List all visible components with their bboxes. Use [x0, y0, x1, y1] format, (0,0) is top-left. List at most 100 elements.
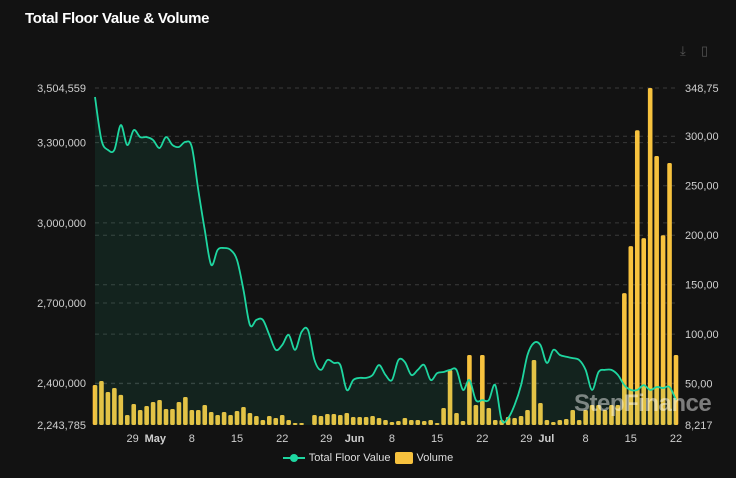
volume-bar [492, 419, 498, 425]
x-tick-label: 8 [189, 433, 195, 445]
volume-bar [383, 419, 388, 425]
right-tick-label: 150,00 [685, 280, 719, 292]
x-tick-label: Jul [538, 433, 554, 445]
volume-bar [615, 405, 621, 425]
volume-bar [254, 416, 259, 425]
volume-bar [137, 409, 143, 425]
volume-bar [544, 419, 550, 425]
volume-bar [570, 409, 576, 425]
right-tick-label: 8,217 [685, 420, 713, 432]
right-tick-label: 200,00 [685, 230, 719, 242]
floor-value-area [95, 96, 676, 426]
volume-bar [376, 417, 382, 425]
volume-bar [124, 415, 130, 425]
volume-bar [583, 409, 588, 425]
left-tick-label: 3,000,000 [37, 218, 86, 230]
volume-bar [654, 156, 659, 425]
x-tick-label: 15 [431, 433, 443, 445]
volume-bar [602, 409, 608, 425]
x-tick-label: 15 [625, 433, 637, 445]
volume-bar [299, 423, 304, 425]
x-tick-label: 22 [276, 433, 288, 445]
floor-value-line [94, 96, 677, 424]
volume-bar [525, 409, 530, 425]
left-tick-label: 3,300,000 [37, 138, 86, 150]
volume-bar [228, 415, 233, 425]
volume-bar [551, 422, 556, 425]
volume-bar [286, 419, 291, 425]
volume-bar [221, 412, 227, 425]
volume-bar [460, 420, 466, 425]
volume-bar [531, 359, 537, 425]
legend-label: Total Floor Value [308, 452, 391, 464]
right-tick-label: 348,75 [685, 83, 719, 95]
volume-bar [202, 405, 208, 425]
volume-bar [647, 88, 653, 425]
volume-bar [163, 408, 169, 425]
volume-bar [589, 405, 595, 425]
volume-bar [667, 162, 672, 425]
x-tick-label: 22 [670, 433, 682, 445]
volume-bar [144, 406, 149, 425]
volume-bar [421, 420, 427, 425]
volume-bar [183, 397, 188, 425]
volume-bar [434, 423, 440, 425]
volume-bar [344, 413, 350, 425]
volume-bar [92, 385, 98, 425]
volume-bar [215, 415, 220, 425]
volume-bar [538, 403, 543, 425]
x-tick-label: 22 [476, 433, 488, 445]
legend-volume[interactable]: Volume [394, 452, 453, 464]
volume-bar [331, 414, 337, 425]
x-tick-label: Jun [345, 433, 365, 445]
volume-bar [267, 416, 272, 425]
legend-floor-value[interactable]: Total Floor Value [282, 452, 391, 464]
chart-title: Total Floor Value & Volume [25, 10, 210, 27]
x-tick-label: 15 [231, 433, 243, 445]
volume-bar [486, 407, 492, 425]
volume-bar [518, 416, 524, 425]
volume-bar [189, 409, 195, 425]
x-tick-label: 29 [320, 433, 332, 445]
volume-bar [131, 404, 137, 425]
volume-bar [176, 402, 182, 425]
volume-bar [409, 419, 414, 425]
volume-bar [628, 246, 634, 425]
volume-bar [389, 422, 395, 425]
volume-bar [112, 388, 117, 425]
volume-bar [170, 408, 175, 425]
volume-bar [338, 415, 343, 425]
left-tick-label: 2,400,000 [37, 378, 86, 390]
volume-bar [234, 410, 240, 425]
right-tick-label: 100,00 [685, 329, 719, 341]
volume-bar [673, 355, 679, 425]
volume-bar [105, 391, 111, 425]
volume-bar [480, 355, 485, 425]
volume-bar [279, 415, 285, 425]
volume-bar [195, 409, 201, 425]
volume-bar [660, 235, 666, 425]
watermark: StepFinance [574, 390, 712, 417]
volume-bar [622, 293, 627, 425]
volume-bar [208, 412, 214, 425]
right-tick-label: 250,00 [685, 181, 719, 193]
volume-bar [473, 405, 479, 425]
volume-bar [260, 419, 266, 425]
volume-bar [641, 238, 647, 425]
volume-bar [312, 415, 317, 425]
volume-bar [467, 355, 472, 425]
volume-bar [441, 407, 446, 425]
volume-bar [350, 417, 356, 425]
file-icon[interactable]: ▯ [701, 43, 709, 58]
volume-bar [428, 419, 433, 425]
volume-bar [157, 399, 162, 425]
volume-bar [357, 417, 362, 425]
x-tick-label: 29 [520, 433, 532, 445]
right-tick-label: 300,00 [685, 131, 719, 143]
x-tick-label: 8 [389, 433, 395, 445]
x-tick-label: 8 [583, 433, 589, 445]
left-tick-label: 2,243,785 [37, 420, 86, 432]
download-icon[interactable]: ⤓ [680, 43, 686, 58]
volume-bar [563, 418, 569, 425]
right-tick-label: 50,00 [685, 379, 713, 391]
